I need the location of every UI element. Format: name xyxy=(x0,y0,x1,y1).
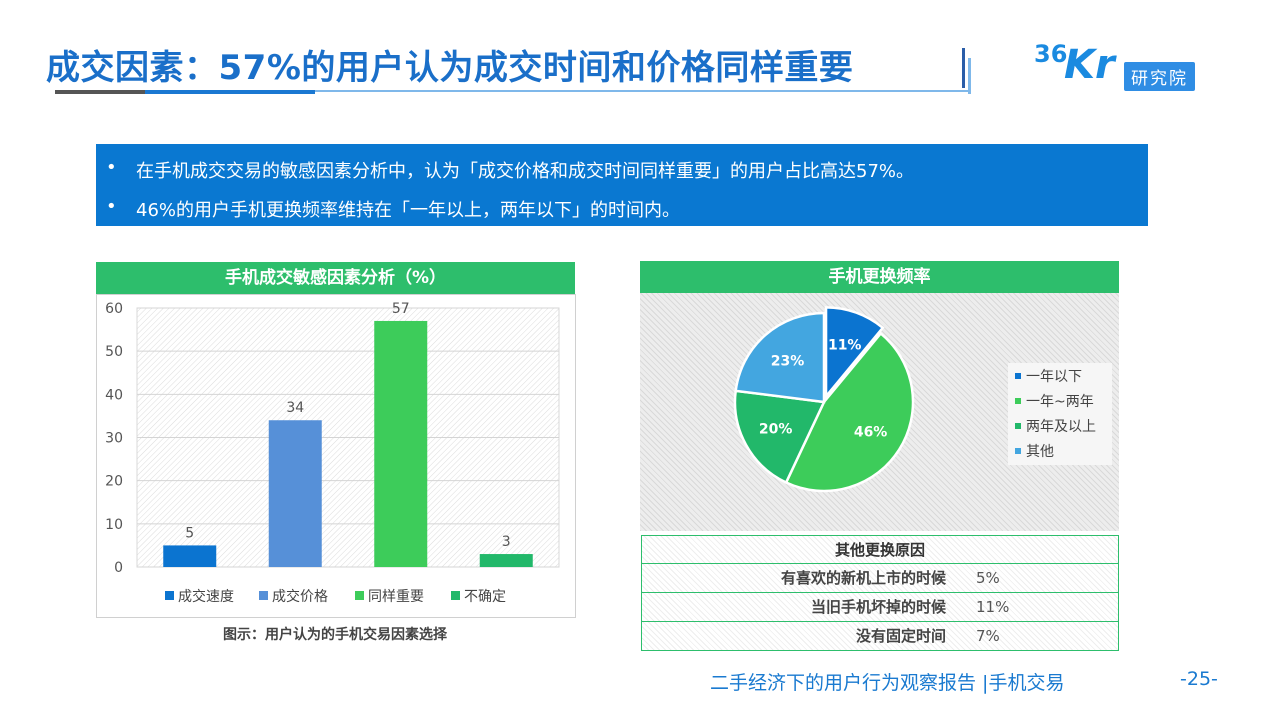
pie-chart-heading: 手机更换频率 xyxy=(640,261,1119,293)
slice-label: 11% xyxy=(828,337,862,353)
bullet-icon: • xyxy=(106,196,117,217)
pie-slice xyxy=(734,311,826,404)
y-tick-label: 10 xyxy=(105,517,123,533)
bar xyxy=(374,320,428,567)
pie-slice xyxy=(733,389,826,485)
title-underline-light xyxy=(315,90,970,92)
footer-report-title: 二手经济下的用户行为观察报告 |手机交易 xyxy=(710,672,1065,694)
data-label: 34 xyxy=(286,400,304,416)
legend-label: 同样重要 xyxy=(368,589,424,605)
pie-slice xyxy=(824,306,885,400)
bar-chart: 0 10 20 30 40 50 60 5 34 57 3 成交速度 成交价格 同样重要 不确定 xyxy=(105,301,560,605)
bar-chart-caption: 图示：用户认为的手机交易因素选择 xyxy=(223,627,447,643)
title-decoration xyxy=(962,48,965,88)
y-tick-label: 30 xyxy=(105,431,123,447)
table-cell-value: 5% xyxy=(976,569,1000,587)
data-label: 5 xyxy=(185,525,194,541)
legend-swatch xyxy=(1015,448,1021,454)
title-underline xyxy=(55,90,145,94)
legend-swatch xyxy=(259,591,268,600)
y-tick-label: 40 xyxy=(105,387,123,403)
title-underline-accent xyxy=(145,90,315,94)
y-tick-label: 0 xyxy=(114,560,123,576)
summary-text: 在手机成交交易的敏感因素分析中，认为「成交价格和成交时间同样重要」的用户占比高达… xyxy=(136,161,915,182)
table-row: 有喜欢的新机上市的时候 5% xyxy=(641,564,1119,593)
legend-swatch xyxy=(165,591,174,600)
logo-mark: 36 xyxy=(1034,40,1068,68)
y-tick-label: 60 xyxy=(105,301,123,317)
bar xyxy=(479,554,533,567)
table-cell-value: 11% xyxy=(976,598,1010,616)
logo-mark-kr: Kr xyxy=(1064,42,1115,88)
table-header-row: 其他更换原因 xyxy=(641,535,1119,564)
slice-label: 46% xyxy=(854,425,888,441)
legend-label: 不确定 xyxy=(464,589,506,605)
bar-chart-heading: 手机成交敏感因素分析（%） xyxy=(96,262,575,294)
reason-table: 其他更换原因 有喜欢的新机上市的时候 5% 当旧手机坏掉的时候 11% 没有固定… xyxy=(641,535,1119,651)
title-decoration-secondary xyxy=(968,58,971,94)
summary-box: • 在手机成交交易的敏感因素分析中，认为「成交价格和成交时间同样重要」的用户占比… xyxy=(96,144,1148,226)
data-label: 57 xyxy=(392,301,410,317)
legend-swatch xyxy=(1015,398,1021,404)
legend-swatch xyxy=(451,591,460,600)
summary-text: 46%的用户手机更换频率维持在「一年以上，两年以下」的时间内。 xyxy=(136,200,681,221)
data-label: 3 xyxy=(502,534,511,550)
table-cell-reason: 当旧手机坏掉的时候 xyxy=(810,598,946,616)
bar-chart-frame: 0 10 20 30 40 50 60 5 34 57 3 成交速度 成交价格 同样重要 不确定 xyxy=(96,294,576,618)
slice-label: 23% xyxy=(771,354,805,370)
legend-swatch xyxy=(1015,423,1021,429)
bullet-icon: • xyxy=(106,157,117,178)
page-number: -25- xyxy=(1180,668,1218,690)
bar xyxy=(163,545,217,567)
legend-swatch xyxy=(1015,373,1021,379)
table-cell-reason: 有喜欢的新机上市的时候 xyxy=(780,569,946,587)
table-heading: 其他更换原因 xyxy=(834,541,925,559)
legend-label: 成交速度 xyxy=(178,588,234,605)
legend-box xyxy=(1008,363,1112,465)
bar xyxy=(268,420,322,567)
logo-badge: 研究院 xyxy=(1124,62,1195,91)
pie-chart-frame: 11% 46% 20% 23% 一年以下一年~两年两年及以上其他 xyxy=(640,293,1119,531)
legend-label: 成交价格 xyxy=(272,588,328,605)
legend-label: 一年以下 xyxy=(1026,369,1082,385)
page-title: 成交因素：57%的用户认为成交时间和价格同样重要 xyxy=(46,48,854,88)
pie-slice xyxy=(784,331,915,493)
legend-label: 一年~两年 xyxy=(1026,394,1094,410)
table-row: 没有固定时间 7% xyxy=(641,622,1119,651)
y-tick-label: 20 xyxy=(105,474,123,490)
y-tick-label: 50 xyxy=(105,344,123,360)
table-cell-value: 7% xyxy=(976,627,1000,645)
slice-label: 20% xyxy=(759,422,793,438)
legend-label: 两年及以上 xyxy=(1026,419,1096,435)
legend-swatch xyxy=(355,591,364,600)
table-row: 当旧手机坏掉的时候 11% xyxy=(641,593,1119,622)
legend-label: 其他 xyxy=(1026,444,1054,460)
table-cell-reason: 没有固定时间 xyxy=(855,627,946,645)
